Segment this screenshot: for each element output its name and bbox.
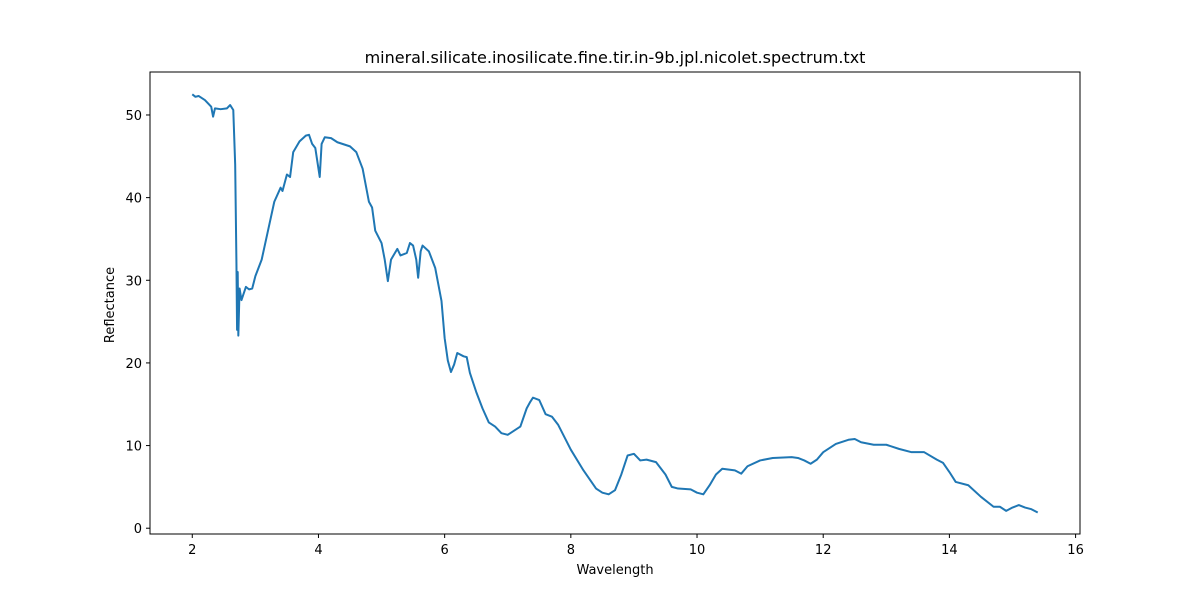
- x-tick-label: 16: [1067, 543, 1084, 558]
- chart-title: mineral.silicate.inosilicate.fine.tir.in…: [365, 48, 866, 67]
- y-tick-label: 50: [125, 109, 142, 124]
- x-tick-label: 4: [314, 543, 322, 558]
- x-axis-label: Wavelength: [576, 563, 653, 578]
- y-tick-label: 10: [125, 440, 142, 455]
- x-tick-label: 12: [815, 543, 832, 558]
- plot-frame: [149, 71, 1081, 535]
- y-tick-label: 40: [125, 192, 142, 207]
- y-axis-label: Reflectance: [103, 267, 118, 343]
- x-tick-label: 8: [567, 543, 575, 558]
- x-tick-label: 6: [441, 543, 449, 558]
- y-tick-label: 30: [125, 274, 142, 289]
- x-tick-label: 2: [188, 543, 196, 558]
- y-tick-label: 0: [134, 522, 142, 537]
- x-tick-label: 14: [941, 543, 958, 558]
- line: [191, 93, 1039, 514]
- y-tick-label: 20: [125, 357, 142, 372]
- x-tick-label: 10: [689, 543, 706, 558]
